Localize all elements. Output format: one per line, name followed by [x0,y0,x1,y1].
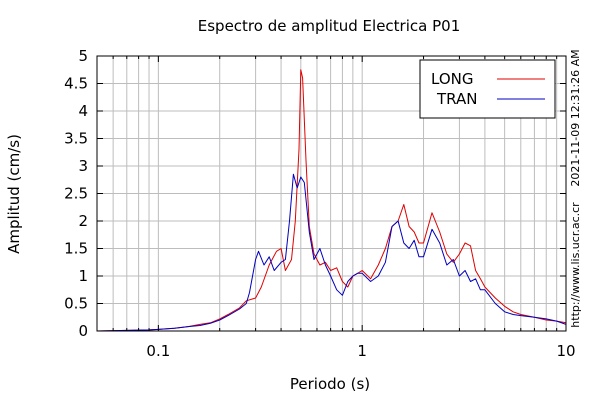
y-tick-label: 3.5 [64,130,88,148]
y-tick-label: 1.5 [64,240,88,258]
chart-title: Espectro de amplitud Electrica P01 [198,17,461,35]
x-tick-label: 10 [556,342,575,360]
y-tick-label: 3 [78,157,88,175]
y-tick-label: 0 [78,322,88,340]
y-tick-label: 4 [78,102,88,120]
series-line-tran [96,173,567,332]
legend-box [419,59,556,119]
x-tick-label: 1 [357,342,367,360]
timestamp-label: 2021-11-09 12:31:26 AM [569,49,582,186]
x-axis-label: Periodo (s) [290,375,370,393]
y-tick-label: 5 [78,47,88,65]
y-axis-label: Amplitud (cm/s) [5,134,23,254]
x-tick-label: 0.1 [146,342,170,360]
y-tick-label: 1 [78,267,88,285]
y-tick-label: 2 [78,212,88,230]
legend-label-tran: TRAN [436,90,477,108]
y-tick-label: 2.5 [64,185,88,203]
series-line-long [96,69,567,332]
legend: LONG TRAN [419,59,556,119]
axes-layer: 0 0.5 1 1.5 2 2.5 3 3.5 4 4.5 5 0.1 1 10 [64,47,575,360]
series-layer [96,69,567,332]
legend-label-long: LONG [431,70,473,88]
y-tick-label: 0.5 [64,295,88,313]
y-tick-label: 4.5 [64,75,88,93]
source-url-label: http://www.lis.ucr.ac.cr [569,202,582,328]
